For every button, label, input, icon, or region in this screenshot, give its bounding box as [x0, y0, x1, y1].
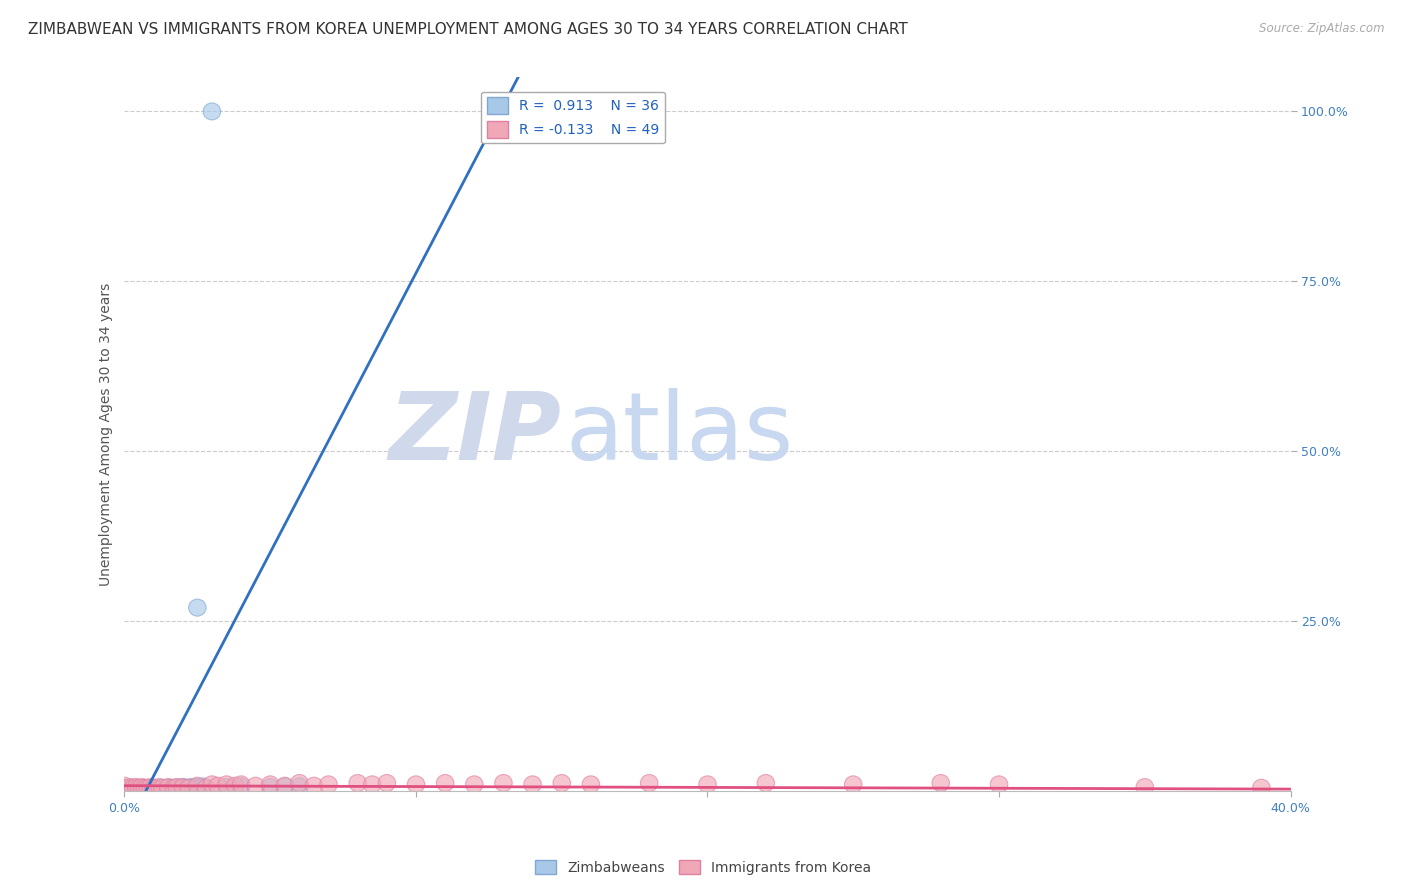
- Ellipse shape: [305, 777, 323, 794]
- Text: atlas: atlas: [565, 388, 793, 480]
- Ellipse shape: [465, 776, 484, 793]
- Ellipse shape: [128, 780, 145, 797]
- Legend: R =  0.913    N = 36, R = -0.133    N = 49: R = 0.913 N = 36, R = -0.133 N = 49: [481, 92, 665, 144]
- Ellipse shape: [128, 779, 145, 796]
- Text: ZIMBABWEAN VS IMMIGRANTS FROM KOREA UNEMPLOYMENT AMONG AGES 30 TO 34 YEARS CORRE: ZIMBABWEAN VS IMMIGRANTS FROM KOREA UNEM…: [28, 22, 908, 37]
- Ellipse shape: [436, 774, 454, 791]
- Ellipse shape: [276, 777, 294, 794]
- Ellipse shape: [262, 776, 278, 793]
- Ellipse shape: [188, 779, 207, 796]
- Ellipse shape: [145, 780, 162, 797]
- Ellipse shape: [153, 780, 172, 797]
- Ellipse shape: [121, 781, 139, 798]
- Ellipse shape: [188, 599, 207, 616]
- Ellipse shape: [153, 780, 172, 797]
- Ellipse shape: [378, 774, 395, 791]
- Ellipse shape: [115, 777, 134, 794]
- Ellipse shape: [641, 774, 658, 791]
- Ellipse shape: [162, 780, 180, 797]
- Ellipse shape: [349, 774, 367, 791]
- Ellipse shape: [131, 780, 148, 797]
- Ellipse shape: [204, 103, 221, 120]
- Ellipse shape: [142, 779, 159, 796]
- Ellipse shape: [159, 780, 177, 797]
- Ellipse shape: [180, 780, 197, 797]
- Ellipse shape: [204, 776, 221, 793]
- Ellipse shape: [524, 776, 541, 793]
- Ellipse shape: [197, 780, 215, 797]
- Ellipse shape: [174, 779, 191, 796]
- Ellipse shape: [364, 776, 381, 793]
- Ellipse shape: [183, 779, 200, 796]
- Ellipse shape: [159, 780, 177, 797]
- Ellipse shape: [145, 780, 162, 797]
- Ellipse shape: [115, 780, 134, 797]
- Ellipse shape: [131, 780, 148, 797]
- Ellipse shape: [218, 779, 235, 796]
- Ellipse shape: [177, 780, 194, 797]
- Ellipse shape: [136, 780, 153, 797]
- Ellipse shape: [932, 774, 949, 791]
- Legend: Zimbabweans, Immigrants from Korea: Zimbabweans, Immigrants from Korea: [530, 855, 876, 880]
- Ellipse shape: [276, 778, 294, 795]
- Ellipse shape: [121, 779, 139, 796]
- Ellipse shape: [582, 776, 599, 793]
- Ellipse shape: [139, 780, 156, 797]
- Ellipse shape: [174, 780, 191, 797]
- Ellipse shape: [188, 777, 207, 794]
- Ellipse shape: [115, 780, 134, 797]
- Ellipse shape: [291, 774, 308, 791]
- Ellipse shape: [226, 777, 245, 794]
- Ellipse shape: [990, 776, 1008, 793]
- Ellipse shape: [218, 776, 235, 793]
- Ellipse shape: [845, 776, 862, 793]
- Ellipse shape: [495, 774, 512, 791]
- Ellipse shape: [232, 776, 250, 793]
- Ellipse shape: [145, 780, 162, 797]
- Ellipse shape: [169, 780, 186, 797]
- Ellipse shape: [319, 776, 337, 793]
- Ellipse shape: [131, 780, 148, 797]
- Ellipse shape: [136, 780, 153, 797]
- Ellipse shape: [150, 779, 169, 796]
- Ellipse shape: [1253, 780, 1270, 797]
- Ellipse shape: [194, 778, 212, 795]
- Ellipse shape: [1136, 779, 1153, 796]
- Ellipse shape: [262, 779, 278, 796]
- Ellipse shape: [166, 780, 183, 797]
- Ellipse shape: [142, 780, 159, 797]
- Y-axis label: Unemployment Among Ages 30 to 34 years: Unemployment Among Ages 30 to 34 years: [100, 283, 114, 586]
- Ellipse shape: [150, 780, 169, 797]
- Ellipse shape: [174, 779, 191, 796]
- Ellipse shape: [145, 780, 162, 797]
- Ellipse shape: [172, 780, 188, 797]
- Ellipse shape: [134, 780, 150, 797]
- Ellipse shape: [699, 776, 716, 793]
- Text: ZIP: ZIP: [389, 388, 562, 480]
- Ellipse shape: [159, 779, 177, 796]
- Ellipse shape: [180, 780, 197, 797]
- Ellipse shape: [169, 779, 186, 796]
- Ellipse shape: [232, 778, 250, 795]
- Ellipse shape: [125, 780, 142, 797]
- Ellipse shape: [291, 778, 308, 795]
- Ellipse shape: [134, 779, 150, 796]
- Ellipse shape: [159, 780, 177, 797]
- Ellipse shape: [125, 780, 142, 797]
- Ellipse shape: [209, 777, 226, 794]
- Ellipse shape: [188, 779, 207, 796]
- Ellipse shape: [756, 774, 775, 791]
- Text: Source: ZipAtlas.com: Source: ZipAtlas.com: [1260, 22, 1385, 36]
- Ellipse shape: [408, 776, 425, 793]
- Ellipse shape: [139, 780, 156, 797]
- Ellipse shape: [553, 774, 571, 791]
- Ellipse shape: [247, 777, 264, 794]
